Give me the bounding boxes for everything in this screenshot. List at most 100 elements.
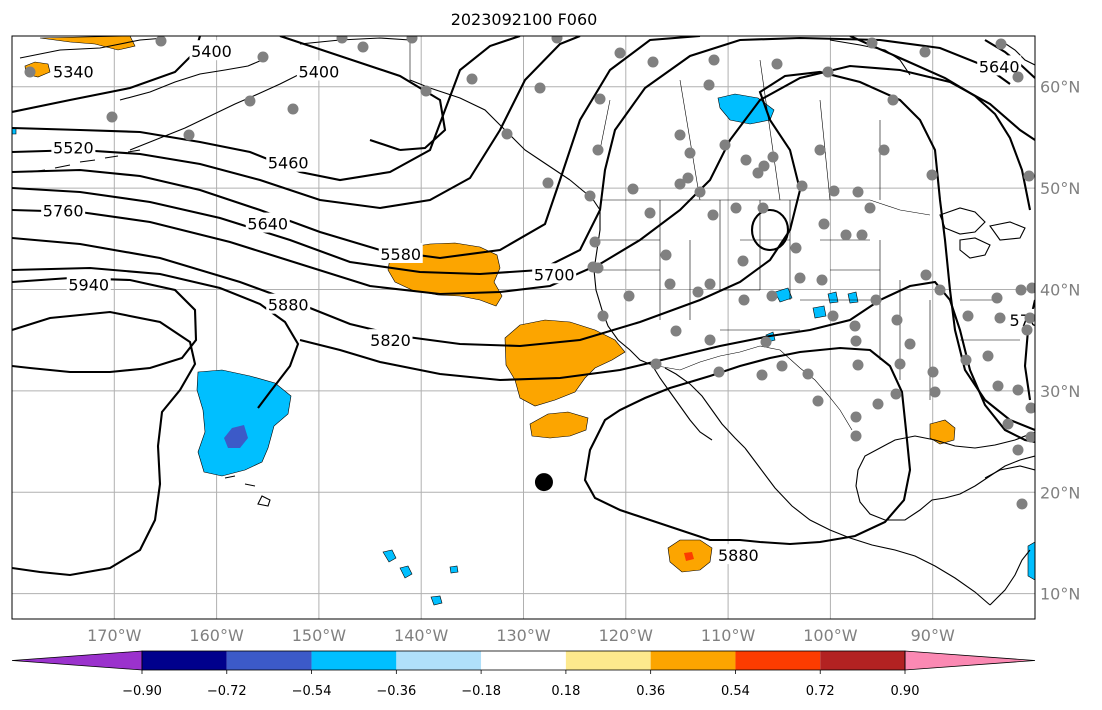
contour-label: 5640	[247, 215, 288, 234]
latitude-label: 50°N	[1040, 179, 1080, 198]
station-dot	[1025, 431, 1035, 443]
contour-5880-east	[583, 346, 912, 546]
colorbar-tick-label: −0.36	[376, 684, 416, 699]
station-dot	[257, 51, 269, 63]
central-america	[989, 549, 1031, 606]
station-dot	[960, 354, 972, 366]
great-lakes	[939, 207, 1026, 259]
station-dot	[894, 358, 906, 370]
colorbar-segment	[565, 651, 651, 670]
longitude-label: 120°W	[599, 626, 654, 645]
contour-label-bg	[296, 60, 341, 81]
latitude-label: 10°N	[1040, 585, 1080, 604]
station-dot	[790, 242, 802, 254]
latitude-labels: 60°N 50°N 40°N 30°N 20°N 10°N	[1040, 78, 1080, 604]
station-dot	[776, 360, 788, 372]
colorbar: −0.90 −0.72 −0.54 −0.36 −0.18 0.18 0.36 0.54 0.7…	[11, 650, 1036, 699]
station-dot	[920, 269, 932, 281]
station-dot	[420, 85, 432, 97]
station-dot	[1012, 384, 1024, 396]
longitude-labels: 170°W 160°W 150°W 140°W 130°W 120°W 110°W 100°W…	[87, 626, 955, 645]
negative-anomaly-region	[827, 291, 839, 304]
station-dot	[534, 82, 546, 94]
colorbar-segment	[311, 651, 397, 670]
contour-label-bg	[41, 199, 86, 220]
station-dot	[766, 290, 778, 302]
contour-labels: 5340 5400 5400 5520 5460 5760 5640 5580 5700 5940…	[41, 40, 1035, 565]
station-dot	[551, 36, 563, 44]
station-dot	[1025, 402, 1035, 414]
station-dot	[852, 359, 864, 371]
contour-label: 5580	[380, 245, 421, 264]
closed-low-contour	[750, 209, 790, 251]
colorbar-tick-label: 0.90	[891, 684, 920, 699]
station-dot	[357, 41, 369, 53]
station-dot	[992, 380, 1004, 392]
station-dot	[692, 286, 704, 298]
station-dot	[1012, 71, 1024, 83]
station-dot	[592, 262, 604, 274]
colorbar-segment	[226, 651, 312, 670]
negative-anomaly-region	[774, 287, 793, 303]
contour-label-bg	[977, 55, 1022, 76]
station-dot	[926, 169, 938, 181]
colorbar-segment	[650, 651, 736, 670]
longitude-label: 100°W	[803, 626, 858, 645]
station-dot	[760, 336, 772, 348]
station-dot	[674, 129, 686, 141]
station-dot	[866, 37, 878, 49]
contour-label-bg	[266, 293, 311, 314]
colorbar-segment	[820, 651, 905, 670]
colorbar-outline	[141, 650, 906, 671]
station-dot	[1026, 282, 1035, 294]
station-dot	[1012, 444, 1024, 456]
station-dot	[406, 36, 418, 44]
station-dot	[682, 172, 694, 184]
negative-anomaly-region	[812, 305, 827, 319]
station-dot	[703, 79, 715, 91]
contour-label-bg	[66, 273, 111, 294]
contour-5940	[12, 276, 198, 374]
station-dot	[995, 38, 1007, 50]
negative-anomaly-region	[382, 549, 397, 563]
station-dot	[827, 310, 839, 322]
map-title: 2023092100 F060	[450, 10, 598, 29]
latitude-label: 30°N	[1040, 382, 1080, 401]
contour-5880-west	[12, 310, 197, 577]
station-dot	[856, 229, 868, 241]
station-dot	[584, 190, 596, 202]
station-dot	[872, 398, 884, 410]
station-dot	[852, 186, 864, 198]
latitude-label: 20°N	[1040, 483, 1080, 502]
station-dot	[589, 236, 601, 248]
alaska-coast	[19, 37, 571, 181]
station-dot	[1021, 324, 1033, 336]
positive-anomaly-region	[529, 411, 589, 439]
strong-negative-anomaly-spot	[224, 425, 248, 448]
negative-anomaly-region	[449, 565, 459, 574]
station-dot	[794, 272, 806, 284]
colorbar-tick-label: 0.54	[721, 684, 750, 699]
negative-anomaly-region	[430, 595, 443, 606]
colorbar-tick-label: −0.18	[461, 684, 501, 699]
station-dot	[982, 350, 994, 362]
colorbar-arrow-right	[904, 650, 1036, 671]
station-dot	[1024, 312, 1035, 324]
map-area: 5340 5400 5400 5520 5460 5760 5640 5580 5700 5940…	[12, 36, 1035, 619]
station-dot	[647, 56, 659, 68]
station-dot	[1023, 170, 1035, 182]
contour-label: 5520	[53, 139, 94, 158]
colorbar-tick-label: −0.54	[292, 684, 332, 699]
station-dot	[850, 411, 862, 423]
positive-anomaly-region	[504, 319, 626, 407]
station-dot	[929, 386, 941, 398]
station-dot	[738, 294, 750, 306]
colorbar-segment	[481, 651, 566, 670]
contour-5400	[279, 36, 447, 152]
colorbar-tick-label: 0.36	[636, 684, 665, 699]
longitude-label: 110°W	[701, 626, 756, 645]
contour-label: 5880	[268, 296, 309, 315]
colorbar-arrow-left	[11, 650, 143, 671]
contour-label-bg	[266, 151, 311, 172]
